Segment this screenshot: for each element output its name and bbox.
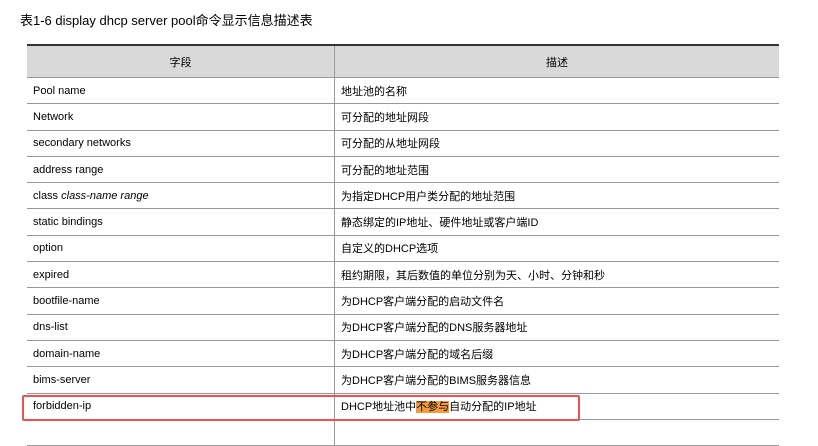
field-text: address range: [33, 163, 104, 176]
field-cell: option: [27, 235, 335, 263]
header-field: 字段: [27, 44, 335, 78]
field-arg: class-name range: [61, 189, 149, 202]
table-row: option 自定义的DHCP选项: [27, 235, 779, 263]
desc-cell: 可分配的地址范围: [334, 156, 779, 184]
field-cell: class class-name range: [27, 182, 335, 210]
table-row: static bindings 静态绑定的IP地址、硬件地址或客户端ID: [27, 208, 779, 236]
field-text: domain-name: [33, 347, 101, 360]
field-cell: Pool name: [27, 77, 335, 105]
field-text: class: [33, 189, 62, 202]
desc-cell: [334, 419, 779, 446]
field-text: option: [33, 242, 63, 255]
highlight-box: [22, 395, 580, 421]
desc-cell: 静态绑定的IP地址、硬件地址或客户端ID: [334, 208, 779, 236]
table-row: bims-server 为DHCP客户端分配的BIMS服务器信息: [27, 366, 779, 394]
desc-cell: 为指定DHCP用户类分配的地址范围: [334, 182, 779, 210]
highlighted-text: 不参与: [416, 401, 450, 414]
field-text: bims-server: [33, 373, 91, 386]
desc-cell: 自定义的DHCP选项: [334, 235, 779, 263]
table-row: Network 可分配的地址网段: [27, 103, 779, 131]
field-text: expired: [33, 268, 70, 281]
table-header: 字段 描述: [27, 44, 779, 78]
field-text: dns-list: [33, 321, 68, 334]
desc-cell: DHCP地址池中不参与自动分配的IP地址: [334, 393, 779, 420]
table-row: dns-list 为DHCP客户端分配的DNS服务器地址: [27, 314, 779, 341]
field-cell: [27, 419, 335, 446]
desc-cell: 可分配的地址网段: [334, 103, 779, 131]
field-description-table: 字段 描述 Pool name 地址池的名称 Network 可分配的地址网段 seco…: [27, 44, 779, 446]
desc-cell: 租约期限，其后数值的单位分别为天、小时、分钟和秒: [334, 261, 779, 289]
desc-cell: 可分配的从地址网段: [334, 130, 779, 157]
field-text: Pool name: [33, 84, 86, 97]
desc-text: DHCP地址池中: [341, 401, 417, 414]
header-description: 描述: [334, 44, 779, 78]
table-row: address range 可分配的地址范围: [27, 156, 779, 184]
desc-cell: 为DHCP客户端分配的域名后缀: [334, 340, 779, 368]
field-cell: dns-list: [27, 314, 335, 341]
field-cell: domain-name: [27, 340, 335, 368]
field-cell: secondary networks: [27, 130, 335, 157]
table-row: expired 租约期限，其后数值的单位分别为天、小时、分钟和秒: [27, 261, 779, 289]
field-cell: address range: [27, 156, 335, 184]
table-title: 表1-6 display dhcp server pool命令显示信息描述表: [20, 13, 313, 28]
table-row: secondary networks 可分配的从地址网段: [27, 130, 779, 157]
field-cell: forbidden-ip: [27, 393, 335, 420]
field-text: secondary networks: [33, 137, 131, 150]
field-text: Network: [33, 110, 74, 123]
field-cell: bims-server: [27, 366, 335, 394]
desc-cell: 为DHCP客户端分配的启动文件名: [334, 287, 779, 315]
desc-cell: 为DHCP客户端分配的BIMS服务器信息: [334, 366, 779, 394]
field-cell: Network: [27, 103, 335, 131]
table-row: class class-name range 为指定DHCP用户类分配的地址范围: [27, 182, 779, 210]
desc-text: 自动分配的IP地址: [449, 401, 537, 414]
table-row-partial: [27, 419, 779, 446]
table-row-forbidden-ip: forbidden-ip DHCP地址池中不参与自动分配的IP地址: [27, 393, 779, 420]
field-text: static bindings: [33, 216, 103, 229]
table-row: Pool name 地址池的名称: [27, 77, 779, 105]
table-row: domain-name 为DHCP客户端分配的域名后缀: [27, 340, 779, 368]
table-row: bootfile-name 为DHCP客户端分配的启动文件名: [27, 287, 779, 315]
field-cell: static bindings: [27, 208, 335, 236]
field-cell: expired: [27, 261, 335, 289]
field-text: bootfile-name: [33, 295, 100, 308]
desc-cell: 为DHCP客户端分配的DNS服务器地址: [334, 314, 779, 341]
desc-cell: 地址池的名称: [334, 77, 779, 105]
field-cell: bootfile-name: [27, 287, 335, 315]
